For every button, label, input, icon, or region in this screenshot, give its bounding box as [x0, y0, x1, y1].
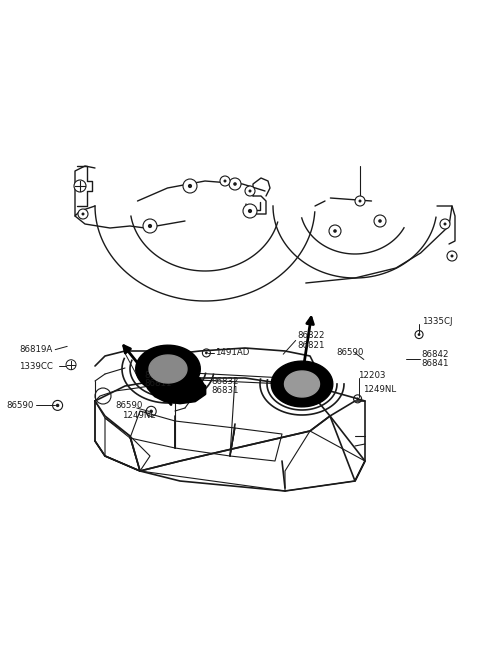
- Text: 1249NL: 1249NL: [363, 385, 396, 394]
- Text: 86590: 86590: [115, 401, 143, 410]
- Circle shape: [359, 199, 361, 203]
- Circle shape: [374, 215, 386, 227]
- Polygon shape: [149, 355, 187, 383]
- Circle shape: [188, 184, 192, 188]
- Polygon shape: [271, 361, 333, 407]
- Text: 86819A: 86819A: [19, 345, 52, 354]
- Circle shape: [440, 219, 450, 229]
- Circle shape: [451, 255, 454, 258]
- Circle shape: [148, 224, 152, 228]
- Polygon shape: [280, 381, 328, 406]
- Circle shape: [355, 196, 365, 206]
- Circle shape: [224, 180, 227, 182]
- Circle shape: [143, 219, 157, 233]
- Circle shape: [74, 180, 86, 192]
- Text: 86590: 86590: [336, 348, 363, 358]
- Circle shape: [229, 178, 241, 190]
- Text: 1339CC: 1339CC: [19, 361, 53, 371]
- Circle shape: [444, 222, 446, 226]
- Circle shape: [447, 251, 457, 261]
- Text: 1335CJ: 1335CJ: [422, 317, 453, 326]
- Text: 86812: 86812: [144, 371, 171, 380]
- Circle shape: [78, 209, 88, 219]
- Text: 86811: 86811: [144, 379, 171, 388]
- Circle shape: [418, 333, 420, 336]
- Text: 1249NL: 1249NL: [122, 411, 156, 420]
- Circle shape: [248, 209, 252, 213]
- Polygon shape: [136, 345, 200, 393]
- Circle shape: [378, 219, 382, 223]
- Circle shape: [245, 186, 255, 196]
- Circle shape: [205, 352, 208, 354]
- Text: 12203: 12203: [358, 371, 385, 380]
- Circle shape: [243, 204, 257, 218]
- Text: 86832: 86832: [211, 377, 239, 386]
- Text: 86590: 86590: [6, 401, 34, 410]
- Text: 1491AD: 1491AD: [215, 348, 250, 358]
- Text: 86841: 86841: [421, 359, 449, 368]
- Circle shape: [82, 213, 84, 216]
- Circle shape: [149, 409, 153, 413]
- Circle shape: [183, 179, 197, 193]
- Circle shape: [66, 359, 76, 370]
- Text: 86831: 86831: [211, 386, 239, 396]
- Text: 86842: 86842: [421, 350, 449, 359]
- Polygon shape: [285, 371, 320, 397]
- Circle shape: [233, 182, 237, 186]
- Text: 86821: 86821: [298, 340, 325, 350]
- Circle shape: [56, 403, 60, 407]
- Circle shape: [249, 190, 252, 192]
- Circle shape: [329, 225, 341, 237]
- Circle shape: [333, 229, 337, 233]
- Circle shape: [220, 176, 230, 186]
- Polygon shape: [145, 376, 205, 403]
- Text: 86822: 86822: [298, 331, 325, 340]
- Circle shape: [356, 398, 359, 400]
